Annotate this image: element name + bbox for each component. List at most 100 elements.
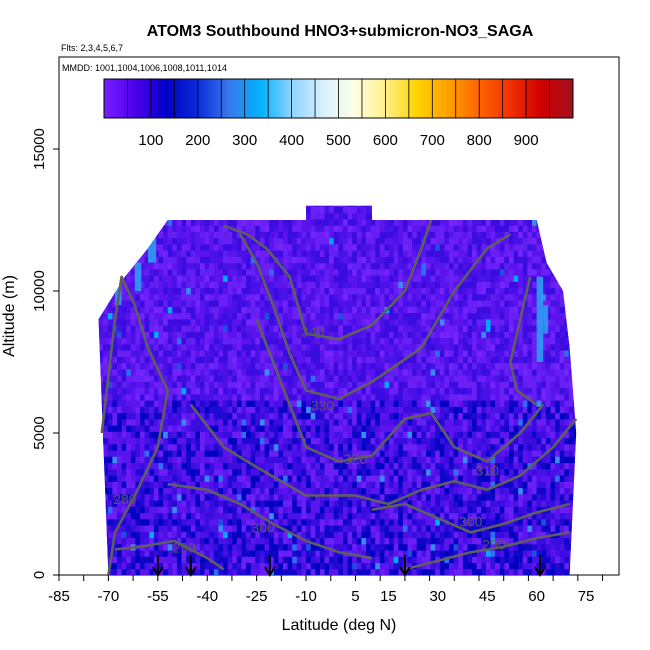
- heatmap-cell: [172, 281, 178, 289]
- heatmap-cell: [389, 450, 395, 457]
- heatmap-cell: [172, 450, 178, 457]
- heatmap-cell: [204, 393, 210, 401]
- heatmap-cell: [190, 387, 196, 395]
- heatmap-cell: [130, 250, 136, 257]
- heatmap-cell: [181, 393, 187, 401]
- heatmap-cell: [366, 362, 372, 370]
- heatmap-cell: [135, 443, 141, 451]
- heatmap-cell: [329, 562, 335, 570]
- heatmap-cell: [190, 275, 196, 282]
- heatmap-cell: [158, 256, 164, 264]
- heatmap-cell: [333, 481, 339, 489]
- heatmap-cell: [356, 531, 362, 539]
- heatmap-cell: [176, 550, 183, 557]
- heatmap-cell: [310, 493, 316, 501]
- heatmap-cell: [439, 325, 445, 332]
- heatmap-cell: [324, 493, 330, 501]
- heatmap-cell: [333, 318, 339, 326]
- heatmap-cell: [213, 306, 219, 314]
- heatmap-cell: [283, 287, 289, 295]
- heatmap-cell: [467, 343, 473, 351]
- heatmap-cell: [236, 425, 243, 432]
- heatmap-cell: [416, 356, 422, 364]
- heatmap-cell: [167, 275, 173, 282]
- heatmap-cell: [172, 531, 178, 539]
- heatmap-cell: [292, 468, 298, 476]
- heatmap-cell: [301, 250, 307, 257]
- heatmap-cell: [181, 562, 187, 570]
- heatmap-cell: [259, 400, 266, 407]
- heatmap-cell: [398, 387, 404, 395]
- heatmap-cell: [329, 518, 335, 526]
- heatmap-cell: [398, 525, 404, 532]
- heatmap-cell: [296, 337, 302, 345]
- heatmap-cell: [292, 562, 298, 570]
- heatmap-cell: [333, 562, 339, 570]
- heatmap-cell: [453, 205, 459, 207]
- heatmap-cell: [453, 231, 459, 239]
- heatmap-cell: [333, 262, 339, 270]
- heatmap-cell: [361, 556, 367, 564]
- heatmap-cell: [476, 343, 482, 351]
- heatmap-cell: [347, 462, 353, 470]
- heatmap-cell: [278, 487, 284, 495]
- heatmap-cell: [255, 431, 261, 439]
- heatmap-cell: [458, 500, 464, 507]
- heatmap-cell: [439, 387, 445, 395]
- heatmap-cell: [213, 281, 219, 289]
- heatmap-cell: [439, 256, 445, 264]
- heatmap-cell: [379, 381, 385, 389]
- heatmap-cell: [250, 237, 256, 245]
- heatmap-cell: [117, 243, 123, 251]
- heatmap-cell: [402, 312, 409, 320]
- heatmap-cell: [324, 205, 330, 207]
- heatmap-cell: [269, 412, 275, 420]
- heatmap-cell: [121, 225, 127, 232]
- heatmap-cell: [439, 418, 445, 426]
- heatmap-cell: [324, 400, 330, 407]
- heatmap-cell: [181, 212, 187, 220]
- heatmap-cell: [402, 243, 409, 251]
- heatmap-cell: [107, 312, 113, 320]
- heatmap-cell: [227, 550, 233, 557]
- heatmap-cell: [246, 487, 252, 495]
- heatmap-cell: [347, 225, 353, 232]
- heatmap-cell: [324, 425, 330, 432]
- heatmap-cell: [379, 231, 385, 239]
- heatmap-cell: [264, 262, 270, 270]
- heatmap-cell: [462, 250, 469, 257]
- heatmap-cell: [186, 306, 192, 314]
- heatmap-cell: [236, 562, 243, 570]
- heatmap-cell: [435, 468, 441, 476]
- heatmap-cell: [278, 331, 284, 339]
- heatmap-cell: [218, 231, 224, 239]
- heatmap-cell: [366, 312, 372, 320]
- heatmap-cell: [375, 475, 381, 482]
- heatmap-cell: [200, 318, 206, 326]
- heatmap-cell: [347, 493, 353, 501]
- heatmap-cell: [103, 468, 109, 476]
- heatmap-cell: [172, 500, 178, 507]
- heatmap-cell: [264, 393, 270, 401]
- heatmap-cell: [472, 343, 478, 351]
- heatmap-cell: [200, 231, 206, 239]
- heatmap-cell: [352, 243, 358, 251]
- heatmap-cell: [259, 431, 266, 439]
- heatmap-cell: [287, 205, 293, 207]
- heatmap-cell: [255, 518, 261, 526]
- heatmap-cell: [416, 525, 422, 532]
- heatmap-cell: [393, 287, 399, 295]
- heatmap-cell: [426, 425, 432, 432]
- heatmap-cell: [435, 256, 441, 264]
- heatmap-cell: [347, 562, 353, 570]
- heatmap-cell: [126, 525, 132, 532]
- heatmap-cell: [126, 337, 132, 345]
- heatmap-cell: [416, 231, 422, 239]
- heatmap-cell: [223, 375, 229, 382]
- heatmap-cell: [190, 293, 196, 301]
- heatmap-cell: [190, 262, 196, 270]
- heatmap-cell: [107, 243, 113, 251]
- heatmap-cell: [306, 325, 312, 332]
- heatmap-cell: [449, 262, 455, 270]
- heatmap-cell: [324, 418, 330, 426]
